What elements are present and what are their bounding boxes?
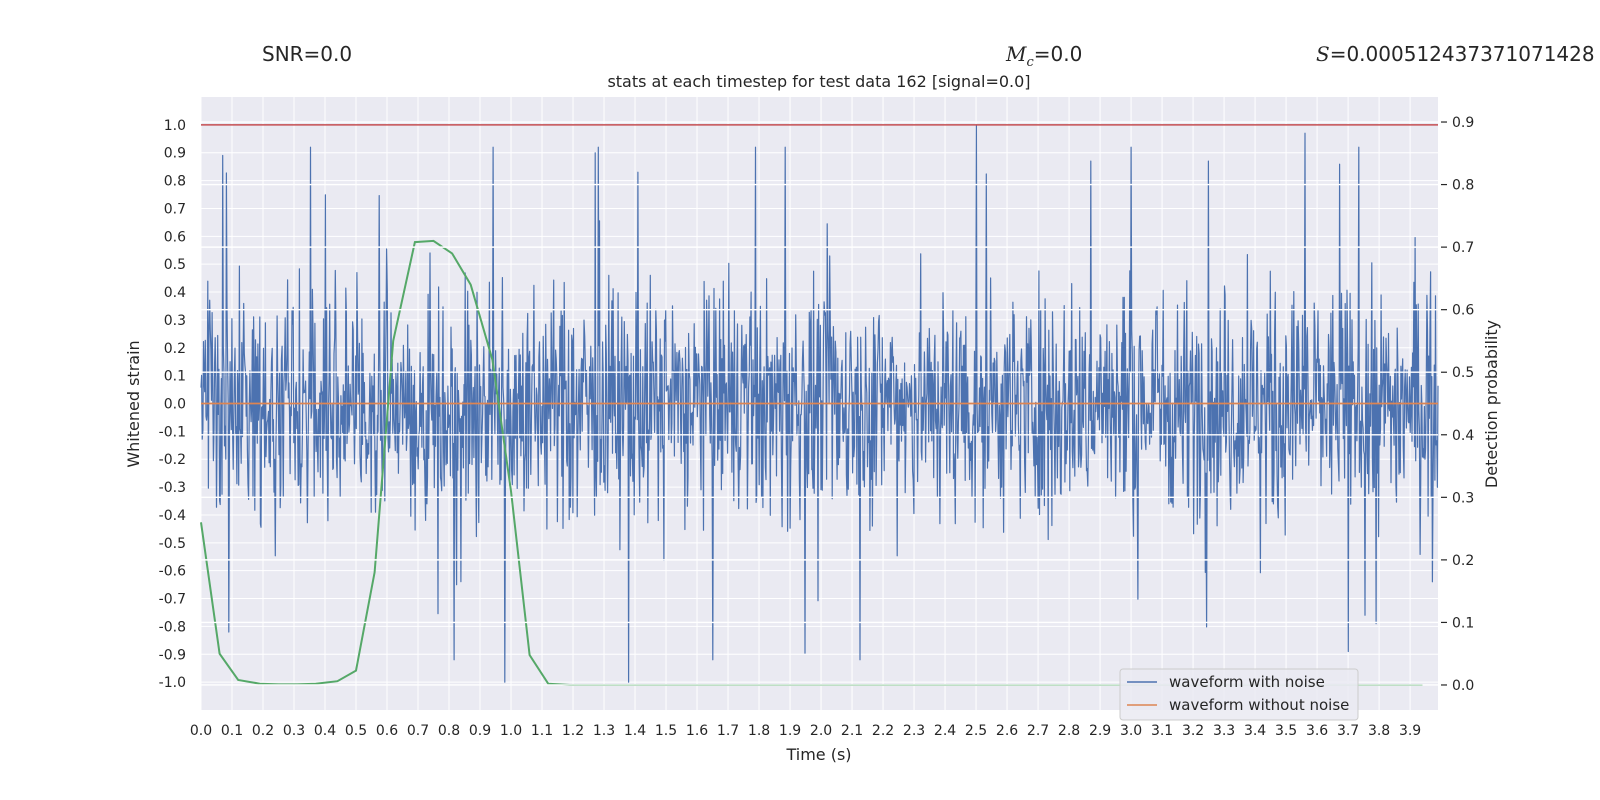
x-tick-label: 3.1 xyxy=(1151,723,1173,739)
waveform-with-noise-series xyxy=(200,124,1439,683)
x-tick-label: 3.0 xyxy=(1120,723,1142,739)
y-tick-label: -0.3 xyxy=(159,480,186,496)
x-tick-label: 2.0 xyxy=(810,723,832,739)
y-axis-ticks: 1.0 0.9 0.8 0.7 0.6 0.5 0.4 0.3 0.2 0.1 0.0 -0.1 -0.… xyxy=(159,118,186,691)
y-tick-label: -0.4 xyxy=(159,508,186,524)
waveform-with-noise-line xyxy=(200,124,1439,683)
x-tick-label: 0.5 xyxy=(345,723,367,739)
y-tick-label: 0.9 xyxy=(164,146,186,162)
y-tick-label: 0.4 xyxy=(164,285,186,301)
x-tick-label: 3.7 xyxy=(1337,723,1359,739)
x-tick-label: 3.4 xyxy=(1244,723,1266,739)
chirp-mass-readout: Mc=0.0 xyxy=(1006,42,1082,70)
legend-label-noise: waveform with noise xyxy=(1169,673,1325,691)
x-tick-label: 0.3 xyxy=(283,723,305,739)
x-axis-label: Time (s) xyxy=(785,745,851,764)
y-tick-label: -0.2 xyxy=(159,452,186,468)
legend-label-clean: waveform without noise xyxy=(1169,696,1349,714)
x-tick-label: 0.1 xyxy=(221,723,243,739)
y2-tick-label: 0.4 xyxy=(1452,428,1474,444)
x-tick-label: 0.4 xyxy=(314,723,336,739)
mc-subscript: c xyxy=(1026,55,1034,70)
y-axis-label: Whitened strain xyxy=(124,340,143,467)
x-tick-label: 3.9 xyxy=(1399,723,1421,739)
y-tick-label: -0.1 xyxy=(159,424,186,440)
y2-tick-label: 0.3 xyxy=(1452,490,1474,506)
y2-tick-label: 0.1 xyxy=(1452,615,1474,631)
y-tick-label: -0.7 xyxy=(159,592,186,608)
x-tick-label: 1.9 xyxy=(779,723,801,739)
s-readout: S=0.000512437371071428 xyxy=(1316,42,1595,66)
overlay-series xyxy=(200,124,1438,686)
y-tick-label: -0.5 xyxy=(159,536,186,552)
x-tick-label: 0.8 xyxy=(438,723,460,739)
y-tick-label: -0.6 xyxy=(159,564,186,580)
y-tick-label: 0.6 xyxy=(164,229,186,245)
x-tick-label: 2.1 xyxy=(841,723,863,739)
x-tick-label: 2.4 xyxy=(934,723,956,739)
legend-box xyxy=(1119,668,1359,721)
x-tick-label: 2.6 xyxy=(996,723,1018,739)
x-tick-label: 1.7 xyxy=(717,723,739,739)
y-tick-label: 0.3 xyxy=(164,313,186,329)
x-tick-label: 2.5 xyxy=(965,723,987,739)
x-tick-label: 0.6 xyxy=(376,723,398,739)
y-tick-label: 0.1 xyxy=(164,369,186,385)
x-tick-label: 3.2 xyxy=(1182,723,1204,739)
y2-tick-label: 0.9 xyxy=(1452,115,1474,131)
x-tick-label: 2.9 xyxy=(1089,723,1111,739)
x-tick-label: 0.7 xyxy=(407,723,429,739)
y-tick-label: -0.9 xyxy=(159,647,186,663)
x-tick-label: 3.3 xyxy=(1213,723,1235,739)
mc-symbol: M xyxy=(1006,42,1027,66)
x-axis-ticks: 0.0 0.1 0.2 0.3 0.4 0.5 0.6 0.7 0.8 0.9 1.0 1.1 1.2 1… xyxy=(190,723,1421,739)
x-tick-label: 2.8 xyxy=(1058,723,1080,739)
y2-tick-label: 0.7 xyxy=(1452,240,1474,256)
y2-tick-label: 0.0 xyxy=(1452,678,1474,694)
chart-title: stats at each timestep for test data 162… xyxy=(607,72,1030,91)
detection-probability-line xyxy=(200,239,1423,686)
x-tick-label: 2.3 xyxy=(903,723,925,739)
y2-tick-label: 0.5 xyxy=(1452,365,1474,381)
s-value: =0.000512437371071428 xyxy=(1329,42,1595,66)
x-tick-label: 2.2 xyxy=(872,723,894,739)
y-tick-label: 0.8 xyxy=(164,174,186,190)
y-tick-label: 1.0 xyxy=(164,118,186,134)
mc-value: =0.0 xyxy=(1033,42,1083,66)
y-tick-label: -1.0 xyxy=(159,675,186,691)
y2-axis-label: Detection probability xyxy=(1482,320,1501,488)
y-tick-label: 0.2 xyxy=(164,341,186,357)
x-tick-label: 1.1 xyxy=(531,723,553,739)
x-tick-label: 0.9 xyxy=(469,723,491,739)
y2-tick-label: 0.8 xyxy=(1452,178,1474,194)
x-tick-label: 3.5 xyxy=(1275,723,1297,739)
x-tick-label: 1.3 xyxy=(593,723,615,739)
y2-axis-ticks: 0.9 0.8 0.7 0.6 0.5 0.4 0.3 0.2 0.1 0.0 xyxy=(1441,115,1474,694)
y2-tick-label: 0.2 xyxy=(1452,553,1474,569)
x-tick-label: 2.7 xyxy=(1027,723,1049,739)
y-tick-label: 0.5 xyxy=(164,257,186,273)
x-tick-label: 1.4 xyxy=(624,723,646,739)
x-tick-label: 1.5 xyxy=(655,723,677,739)
snr-readout: SNR=0.0 xyxy=(262,42,353,66)
legend: waveform with noise waveform without noi… xyxy=(1119,668,1359,721)
y-tick-label: 0.0 xyxy=(164,397,186,413)
x-tick-label: 1.6 xyxy=(686,723,708,739)
x-tick-label: 1.0 xyxy=(500,723,522,739)
y2-tick-label: 0.6 xyxy=(1452,303,1474,319)
x-gridlines xyxy=(200,97,1411,710)
x-tick-label: 0.0 xyxy=(190,723,212,739)
s-symbol: S xyxy=(1316,42,1330,66)
x-tick-label: 0.2 xyxy=(252,723,274,739)
x-tick-label: 3.6 xyxy=(1306,723,1328,739)
x-tick-label: 3.8 xyxy=(1368,723,1390,739)
y-tick-label: -0.8 xyxy=(159,619,186,635)
x-tick-label: 1.8 xyxy=(748,723,770,739)
x-tick-label: 1.2 xyxy=(562,723,584,739)
y-tick-label: 0.7 xyxy=(164,201,186,217)
